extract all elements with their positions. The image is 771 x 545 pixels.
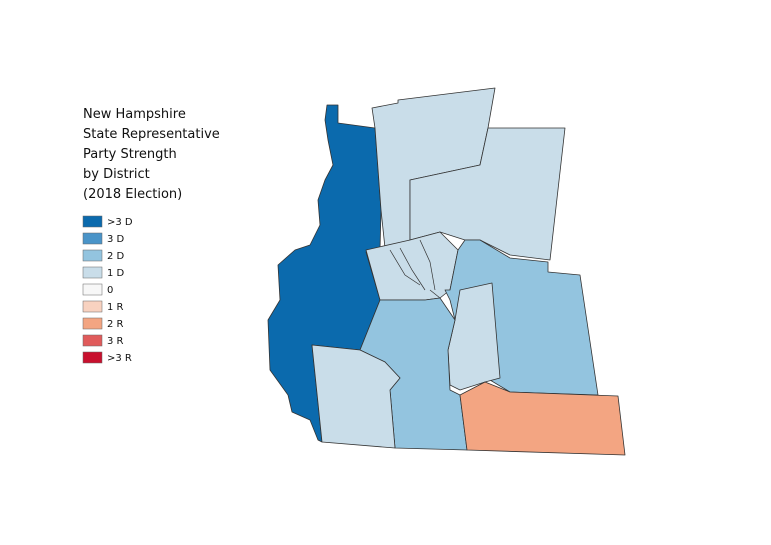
legend: >3 D 3 D 2 D 1 D 0 1 R 2 R 3 R >3 R [82, 215, 133, 364]
title-line: New Hampshire [83, 107, 186, 122]
legend-swatch [82, 300, 103, 313]
legend-label: 3 R [107, 336, 124, 347]
legend-label: 1 D [107, 268, 125, 279]
title-line: by District [83, 167, 150, 182]
legend-swatch [82, 232, 103, 245]
legend-label: 0 [107, 285, 113, 296]
legend-label: 2 R [107, 319, 124, 330]
legend-swatch [82, 334, 103, 347]
district-west [267, 104, 382, 443]
title-line: State Representative [83, 127, 220, 142]
legend-swatch [82, 266, 103, 279]
legend-label: 3 D [107, 234, 125, 245]
legend-label: 1 R [107, 302, 124, 313]
legend-label: >3 R [107, 353, 132, 364]
legend-swatch [82, 351, 103, 364]
legend-swatch [82, 283, 103, 296]
title-line: (2018 Election) [83, 187, 182, 202]
title-block: New Hampshire State Representative Party S… [83, 107, 220, 202]
legend-swatch [82, 317, 103, 330]
district-borders [389, 239, 441, 299]
title-line: Party Strength [83, 147, 177, 162]
map [267, 87, 626, 456]
district-southwest [311, 344, 401, 449]
legend-label: 2 D [107, 251, 125, 262]
legend-swatch [82, 249, 103, 262]
district-southeast [459, 381, 626, 456]
legend-label: >3 D [107, 217, 133, 228]
legend-swatch [82, 215, 103, 228]
